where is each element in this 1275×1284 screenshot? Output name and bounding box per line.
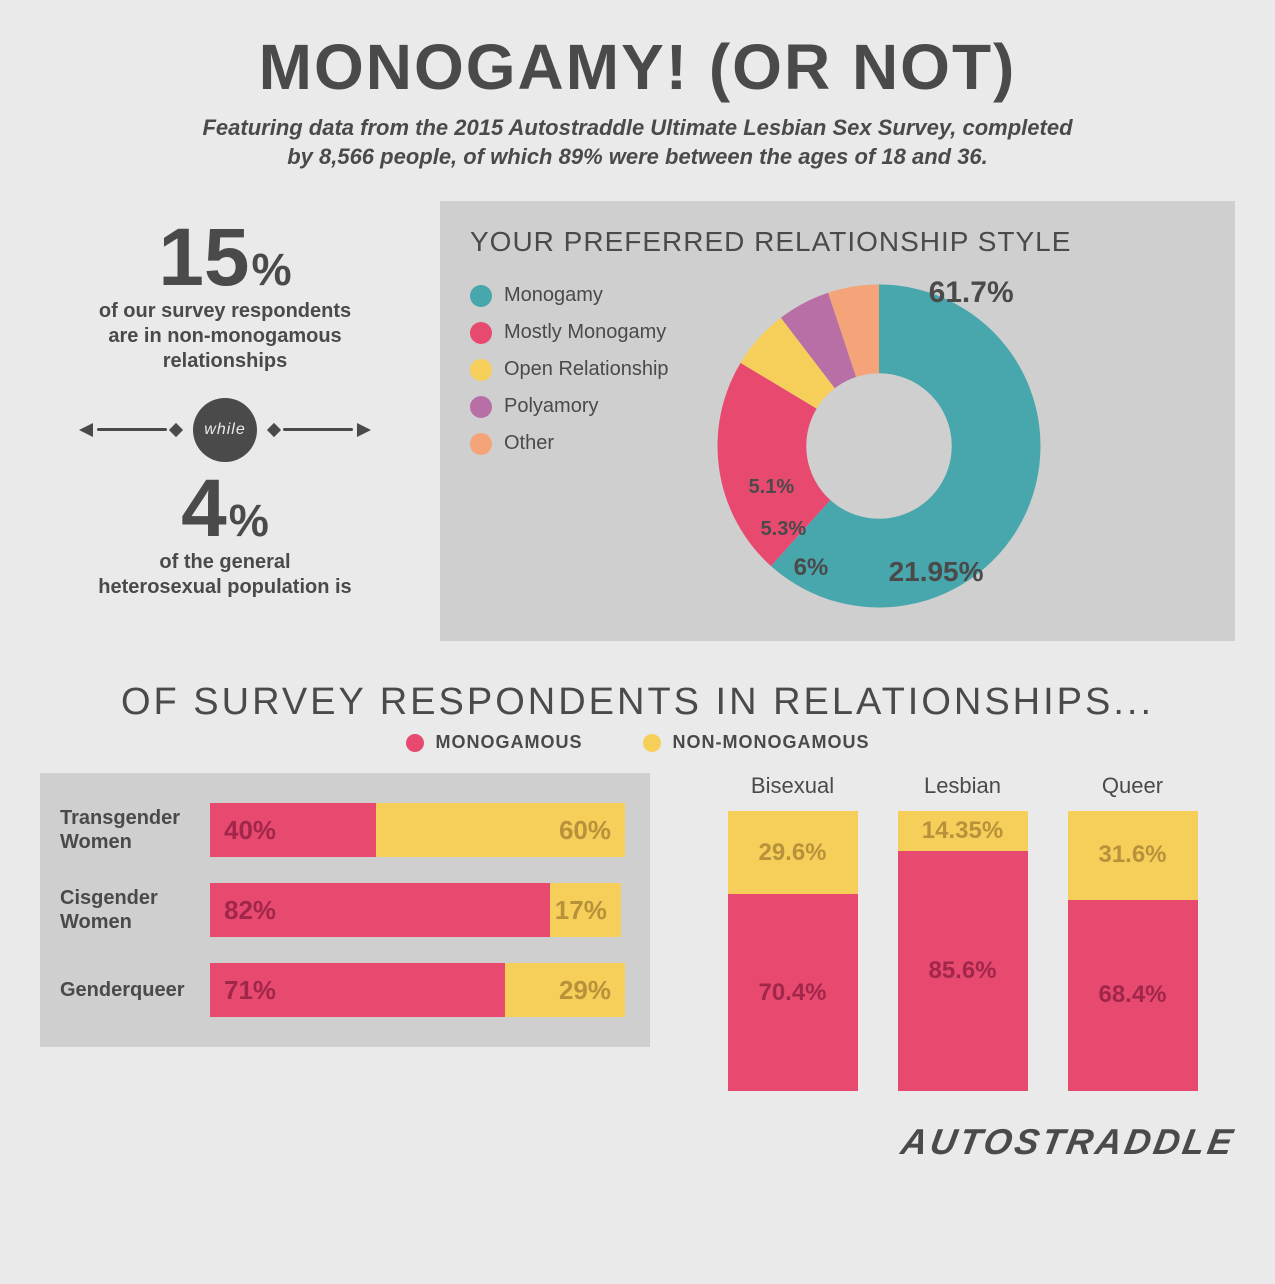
hbar-row: Cisgender Women82%17% — [60, 883, 625, 937]
legend-label: NON-MONOGAMOUS — [673, 732, 870, 753]
hbar-row: Transgender Women40%60% — [60, 803, 625, 857]
respondents-legend: MONOGAMOUS NON-MONOGAMOUS — [40, 732, 1235, 753]
legend-swatch — [470, 396, 492, 418]
hbar-track: 40%60% — [210, 803, 625, 857]
donut-heading: YOUR PREFERRED RELATIONSHIP STYLE — [470, 226, 1205, 258]
legend-label: Monogamy — [504, 284, 603, 307]
vbar-column: Bisexual 29.6%70.4% — [728, 773, 858, 1091]
top-row: 15 % of our survey respondents are in no… — [40, 201, 1235, 641]
donut-slice-label: 5.3% — [761, 518, 807, 541]
page-title: MONOGAMY! (OR NOT) — [40, 30, 1235, 104]
vbar-seg-mono: 85.6% — [898, 851, 1028, 1091]
donut-slice-label: 5.1% — [749, 476, 795, 499]
legend-item: Open Relationship — [470, 358, 669, 381]
stat2-value: 4 % — [181, 472, 269, 546]
hbar-seg-nonmono: 60% — [376, 803, 625, 857]
legend-swatch — [643, 734, 661, 752]
hbar-seg-mono: 82% — [210, 883, 550, 937]
donut-slice-label: 6% — [794, 554, 829, 582]
footer-logo: AUTOSTRADDLE — [36, 1121, 1238, 1163]
vbar-title: Queer — [1102, 773, 1163, 799]
arrow-left-icon — [79, 423, 181, 437]
donut-slice-label: 21.95% — [889, 556, 984, 588]
donut-chart: 61.7% 21.95% 6% 5.3% 5.1% — [689, 276, 1069, 616]
hbar-track: 82%17% — [210, 883, 625, 937]
legend-label: MONOGAMOUS — [436, 732, 583, 753]
hbar-track: 71%29% — [210, 963, 625, 1017]
legend-swatch — [470, 359, 492, 381]
stat1-caption: of our survey respondents are in non-mon… — [95, 299, 355, 374]
hbar-label: Transgender Women — [60, 806, 210, 854]
stat1-number: 15 — [158, 221, 249, 295]
hbar-seg-nonmono: 17% — [550, 883, 621, 937]
donut-panel: YOUR PREFERRED RELATIONSHIP STYLE Monoga… — [440, 201, 1235, 641]
vbar-panel: Bisexual 29.6%70.4% Lesbian 14.35%85.6% Quee… — [690, 773, 1235, 1091]
legend-swatch — [470, 322, 492, 344]
vbar-column: Lesbian 14.35%85.6% — [898, 773, 1028, 1091]
vbar-stack: 31.6%68.4% — [1068, 811, 1198, 1091]
legend-item: Mostly Monogamy — [470, 321, 669, 344]
hbar-panel: Transgender Women40%60%Cisgender Women82… — [40, 773, 650, 1047]
legend-swatch — [470, 433, 492, 455]
stat2-caption: of the general heterosexual population i… — [95, 550, 355, 600]
donut-slice-label: 61.7% — [929, 276, 1014, 310]
legend-swatch — [406, 734, 424, 752]
vbar-stack: 14.35%85.6% — [898, 811, 1028, 1091]
hbar-seg-mono: 40% — [210, 803, 376, 857]
while-label: while — [193, 398, 257, 462]
while-divider: while — [50, 398, 400, 462]
page-subtitle: Featuring data from the 2015 Autostraddl… — [188, 114, 1088, 171]
vbar-seg-nonmono: 29.6% — [728, 811, 858, 894]
hbar-label: Cisgender Women — [60, 886, 210, 934]
vbar-title: Bisexual — [751, 773, 834, 799]
vbar-title: Lesbian — [924, 773, 1001, 799]
stat1-pct-sign: % — [252, 250, 292, 291]
hbar-seg-mono: 71% — [210, 963, 505, 1017]
left-stats-panel: 15 % of our survey respondents are in no… — [40, 201, 410, 641]
hbar-seg-nonmono: 29% — [505, 963, 625, 1017]
stat2-number: 4 — [181, 472, 227, 546]
legend-swatch — [470, 285, 492, 307]
vbar-stack: 29.6%70.4% — [728, 811, 858, 1091]
respondents-heading: OF SURVEY RESPONDENTS IN RELATIONSHIPS..… — [40, 681, 1235, 724]
legend-label: Open Relationship — [504, 358, 669, 381]
vbar-seg-mono: 70.4% — [728, 894, 858, 1091]
legend-item: Polyamory — [470, 395, 669, 418]
vbar-seg-nonmono: 31.6% — [1068, 811, 1198, 899]
legend-label: Other — [504, 432, 554, 455]
stat1-value: 15 % — [158, 221, 291, 295]
mini-legend-item: MONOGAMOUS — [406, 732, 583, 753]
arrow-right-icon — [269, 423, 371, 437]
hbar-row: Genderqueer71%29% — [60, 963, 625, 1017]
vbar-seg-mono: 68.4% — [1068, 900, 1198, 1092]
legend-label: Polyamory — [504, 395, 598, 418]
bottom-row: Transgender Women40%60%Cisgender Women82… — [40, 773, 1235, 1091]
legend-item: Other — [470, 432, 669, 455]
donut-legend: Monogamy Mostly Monogamy Open Relationship… — [470, 276, 669, 616]
hbar-label: Genderqueer — [60, 978, 210, 1002]
vbar-seg-nonmono: 14.35% — [898, 811, 1028, 851]
legend-item: Monogamy — [470, 284, 669, 307]
stat2-pct-sign: % — [229, 501, 269, 542]
legend-label: Mostly Monogamy — [504, 321, 666, 344]
vbar-column: Queer 31.6%68.4% — [1068, 773, 1198, 1091]
mini-legend-item: NON-MONOGAMOUS — [643, 732, 870, 753]
